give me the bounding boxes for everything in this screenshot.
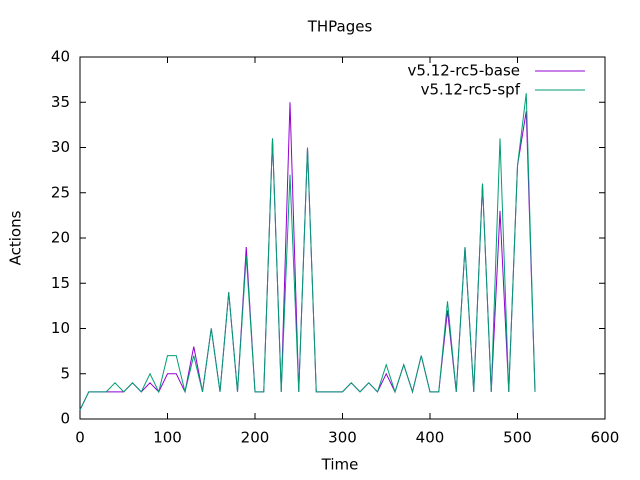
legend-label: v5.12-rc5-base — [408, 62, 521, 80]
y-tick-label: 5 — [60, 364, 70, 382]
x-tick-label: 300 — [328, 429, 357, 447]
x-tick-label: 200 — [241, 429, 270, 447]
x-tick-label: 500 — [503, 429, 532, 447]
x-tick-label: 400 — [416, 429, 445, 447]
y-tick-label: 0 — [60, 410, 70, 428]
x-tick-label: 0 — [75, 429, 85, 447]
y-tick-label: 10 — [51, 319, 70, 337]
y-tick-label: 25 — [51, 183, 70, 201]
x-tick-label: 600 — [591, 429, 620, 447]
legend-label: v5.12-rc5-spf — [421, 81, 521, 99]
y-axis-label: Actions — [7, 210, 25, 265]
y-tick-label: 15 — [51, 274, 70, 292]
y-tick-label: 20 — [51, 229, 70, 247]
x-tick-label: 100 — [153, 429, 182, 447]
y-tick-label: 35 — [51, 93, 70, 111]
chart-title: THPages — [307, 18, 373, 36]
y-tick-label: 30 — [51, 138, 70, 156]
x-axis-label: Time — [321, 456, 359, 474]
series-line — [79, 93, 536, 411]
y-tick-label: 40 — [51, 48, 70, 66]
